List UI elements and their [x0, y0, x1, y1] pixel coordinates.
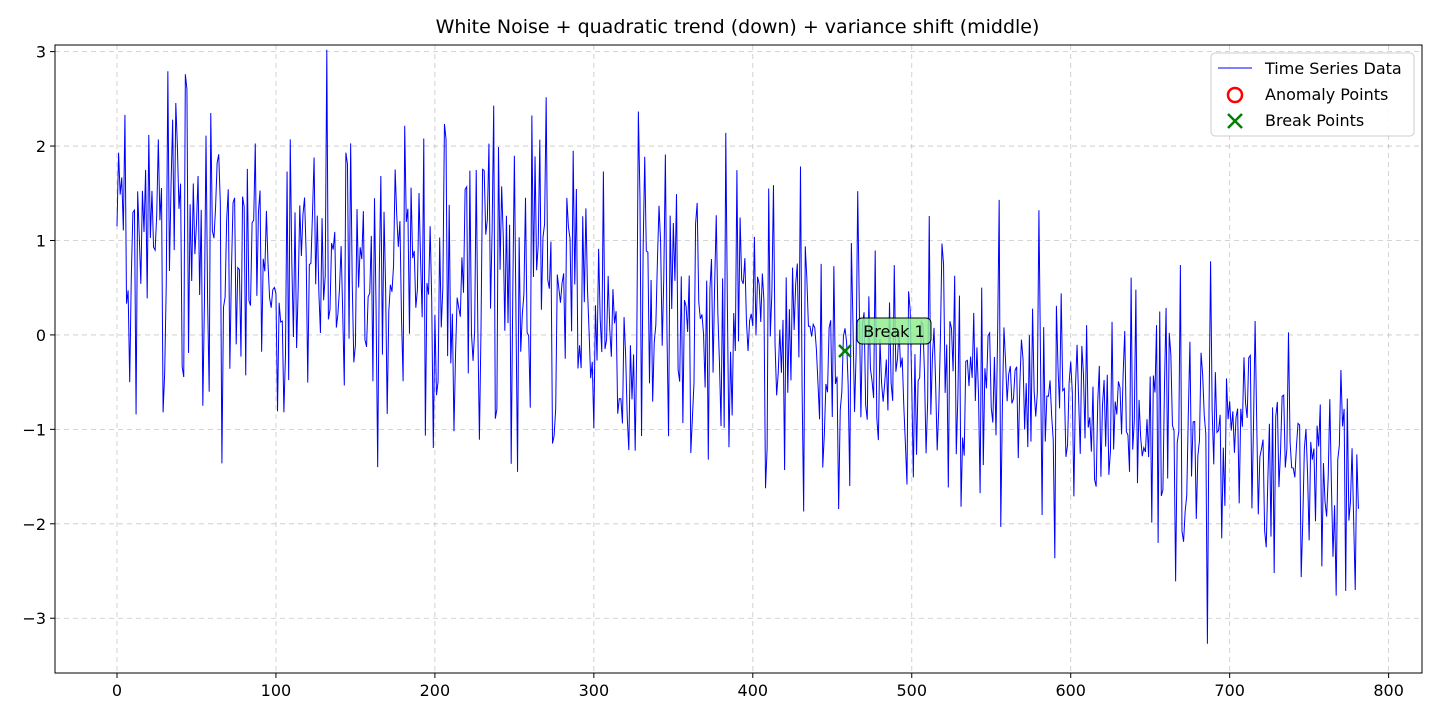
x-tick-label: 0	[112, 681, 122, 700]
legend-swatch-circle	[1226, 86, 1244, 104]
legend-label: Break Points	[1265, 111, 1364, 130]
x-tick-label: 500	[896, 681, 927, 700]
chart-title: White Noise + quadratic trend (down) + v…	[435, 16, 1040, 38]
break-point-marker	[838, 344, 852, 358]
x-tick-label: 100	[261, 681, 292, 700]
y-tick-label: 2	[36, 137, 46, 156]
legend-box	[1210, 52, 1415, 137]
x-tick-label: 700	[1214, 681, 1245, 700]
x-tick-label: 600	[1055, 681, 1086, 700]
legend-label: Time Series Data	[1264, 59, 1402, 78]
y-tick-label: 3	[36, 43, 46, 62]
plot-frame	[54, 44, 1423, 674]
x-tick-label: 400	[738, 681, 769, 700]
x-tick-label: 300	[579, 681, 610, 700]
y-tick-label: 1	[36, 231, 46, 250]
y-tick-label: −2	[22, 515, 46, 534]
series-line-time-series-data	[116, 49, 1359, 644]
x-tick-label: 800	[1373, 681, 1404, 700]
annotation-box	[856, 317, 932, 345]
y-tick-label: −3	[22, 609, 46, 628]
annotation-label: Break 1	[863, 322, 924, 341]
legend-label: Anomaly Points	[1265, 85, 1388, 104]
y-tick-label: −1	[22, 420, 46, 439]
legend-swatch-x	[1227, 113, 1243, 129]
y-tick-label: 0	[36, 326, 46, 345]
x-tick-label: 200	[420, 681, 451, 700]
